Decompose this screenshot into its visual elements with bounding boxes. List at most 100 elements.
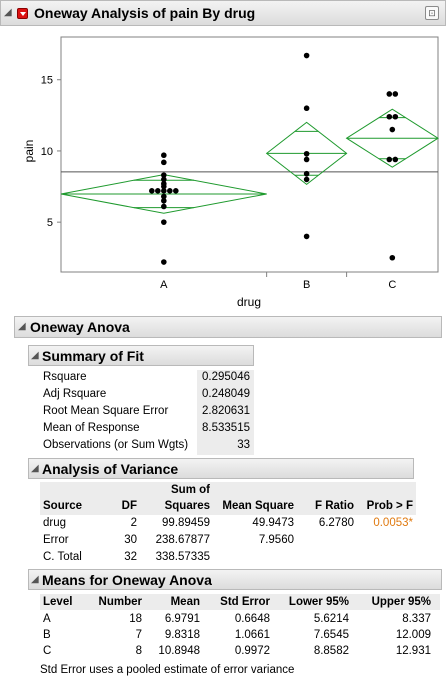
means-cell-number: 8	[135, 645, 142, 657]
analysis-of-variance-title: Analysis of Variance	[42, 461, 179, 477]
means-cell-upper95: 12.009	[395, 629, 431, 641]
y-axis-label: pain	[22, 140, 36, 163]
summary-of-fit-value: 0.248049	[202, 388, 250, 400]
data-point-A	[161, 259, 167, 265]
data-point-A	[161, 203, 167, 210]
oneway-anova-title: Oneway Anova	[30, 319, 130, 335]
means-header[interactable]: ◢ Means for Oneway Anova	[28, 569, 442, 590]
data-point-A	[161, 188, 167, 194]
anova-cell-ss: 338.57335	[155, 551, 210, 563]
data-point-A	[167, 188, 173, 194]
means-cell-mean: 6.9791	[164, 613, 200, 625]
disclosure-triangle-icon[interactable]: ◢	[31, 350, 39, 361]
anova-header-ss-top: Sum of	[171, 484, 210, 496]
data-point-A	[161, 152, 167, 159]
means-header-mean: Mean	[170, 596, 200, 608]
data-point-A	[149, 188, 155, 194]
means-cell-mean: 9.8318	[164, 629, 200, 641]
anova-table: Source DF Sum of Squares Mean Square F R…	[40, 482, 416, 566]
data-point-C	[389, 126, 396, 133]
disclosure-triangle-icon[interactable]: ◢	[31, 574, 39, 585]
means-cell-number: 7	[135, 629, 142, 641]
analysis-of-variance-header[interactable]: ◢ Analysis of Variance	[28, 458, 414, 479]
y-tick-label: 15	[41, 75, 53, 87]
summary-of-fit-value: 2.820631	[202, 405, 250, 417]
data-point-C	[392, 91, 399, 97]
anova-cell-p: 0.0053*	[373, 517, 413, 529]
disclosure-triangle-icon[interactable]: ◢	[31, 463, 39, 474]
means-cell-lower95: 5.6214	[313, 613, 349, 625]
data-point-C	[392, 156, 399, 163]
data-point-B	[303, 105, 310, 112]
data-point-A	[155, 188, 161, 194]
means-cell-std-error: 0.6648	[234, 613, 270, 625]
means-cell-lower95: 7.6545	[313, 629, 349, 641]
data-point-A	[161, 176, 167, 183]
means-header-lower95: Lower 95%	[288, 596, 349, 608]
anova-cell-df: 2	[130, 517, 137, 529]
data-point-B	[303, 170, 310, 177]
anova-cell-ss: 99.89459	[162, 517, 210, 529]
anova-cell-df: 30	[124, 534, 137, 546]
summary-of-fit-header[interactable]: ◢ Summary of Fit	[28, 345, 254, 366]
data-point-B	[303, 233, 310, 240]
summary-of-fit-table: Rsquare 0.295046 Adj Rsquare 0.248049 Root M…	[40, 370, 254, 455]
data-point-A	[161, 159, 167, 166]
data-point-B	[303, 156, 310, 163]
report-title-bar[interactable]: ◢ Oneway Analysis of pain By drug ⊡	[0, 0, 446, 26]
means-footnote: Std Error uses a pooled estimate of erro…	[40, 664, 295, 676]
data-point-B	[303, 52, 310, 59]
anova-header-ms: Mean Square	[222, 500, 294, 512]
means-cell-level: B	[43, 629, 51, 641]
summary-of-fit-value: 8.533515	[202, 422, 250, 434]
means-cell-upper95: 12.931	[395, 645, 431, 657]
x-tick-label-A: A	[160, 279, 168, 291]
means-cell-std-error: 0.9972	[234, 645, 270, 657]
means-header-std-error: Std Error	[220, 596, 270, 608]
anova-cell-ms: 7.9560	[258, 534, 294, 546]
summary-of-fit-value: 0.295046	[202, 371, 250, 383]
data-point-A	[161, 172, 167, 178]
x-tick-label-C: C	[388, 279, 396, 291]
x-tick-label-B: B	[303, 279, 310, 291]
data-point-A	[161, 183, 167, 190]
anova-header-source: Source	[43, 500, 82, 512]
data-point-B	[303, 176, 310, 183]
anova-cell-source: drug	[43, 517, 67, 529]
anova-cell-source: C. Total	[43, 551, 82, 563]
anova-header-ss: Squares	[164, 500, 210, 512]
red-triangle-menu-icon[interactable]	[17, 8, 28, 19]
means-cell-upper95: 8.337	[402, 613, 431, 625]
data-point-C	[389, 254, 396, 261]
pin-icon[interactable]: ⊡	[425, 6, 439, 20]
anova-cell-df: 32	[124, 551, 137, 563]
anova-cell-f: 6.2780	[318, 517, 354, 529]
y-tick-label: 5	[47, 217, 53, 229]
summary-of-fit-label: Observations (or Sum Wgts)	[43, 439, 189, 451]
data-point-A	[161, 197, 167, 204]
summary-of-fit-title: Summary of Fit	[42, 348, 144, 364]
summary-of-fit-label: Mean of Response	[43, 422, 140, 434]
anova-header-p: Prob > F	[366, 500, 413, 512]
means-cell-mean: 10.8948	[158, 645, 200, 657]
data-point-A	[161, 219, 167, 225]
plot-frame	[60, 36, 439, 273]
means-table: Level Number Mean Std Error Lower 95% Up…	[40, 594, 440, 662]
data-point-C	[386, 91, 393, 97]
oneway-anova-header[interactable]: ◢ Oneway Anova	[14, 316, 442, 338]
data-point-A	[173, 188, 179, 194]
means-header-upper95: Upper 95%	[371, 596, 431, 608]
disclosure-triangle-icon[interactable]: ◢	[4, 7, 12, 18]
y-tick-label: 10	[41, 146, 53, 158]
anova-header-f: F Ratio	[315, 500, 354, 512]
anova-cell-ss: 238.67877	[155, 534, 210, 546]
oneway-chart: 5 10 15 A B C pain drug	[22, 36, 439, 309]
means-title: Means for Oneway Anova	[42, 572, 212, 588]
disclosure-triangle-icon[interactable]: ◢	[18, 321, 26, 332]
report-title: Oneway Analysis of pain By drug	[34, 5, 256, 21]
summary-of-fit-label: Rsquare	[43, 371, 87, 383]
summary-of-fit-value: 33	[237, 439, 250, 451]
means-cell-std-error: 1.0661	[234, 629, 270, 641]
means-cell-level: C	[43, 645, 52, 657]
data-point-C	[386, 113, 393, 120]
